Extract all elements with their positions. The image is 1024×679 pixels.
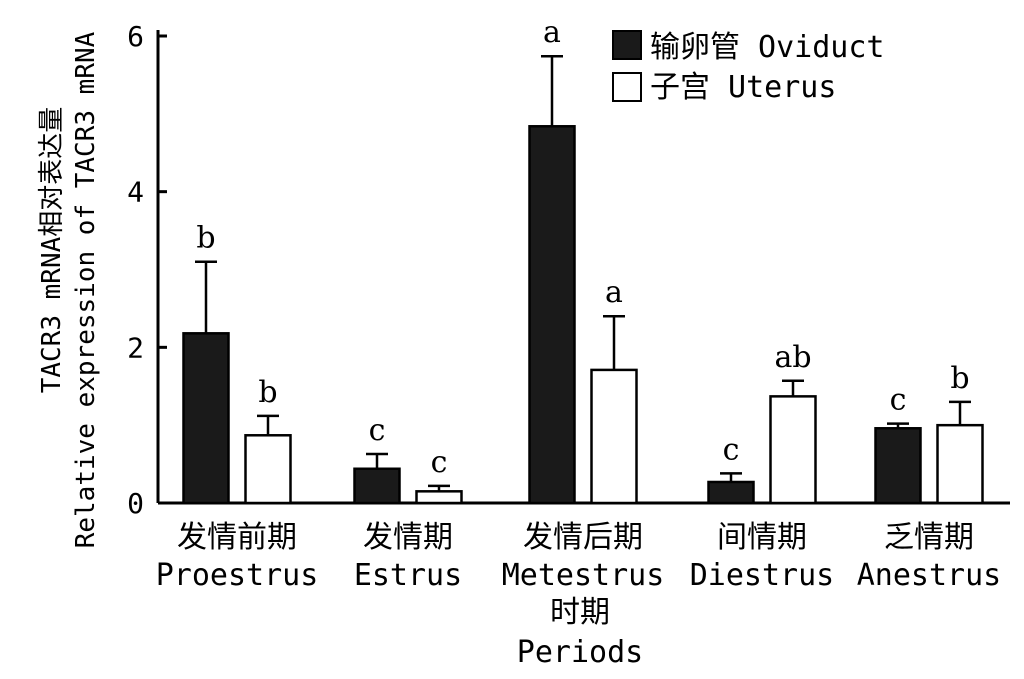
category-label-zh: 乏情期 bbox=[884, 520, 974, 555]
legend: 输卵管 Oviduct 子宫 Uterus bbox=[612, 30, 885, 105]
category-label-zh: 间情期 bbox=[717, 520, 807, 555]
significance-label: ab bbox=[774, 340, 811, 375]
category-label-en: Diestrus bbox=[690, 558, 835, 593]
bar-oviduct bbox=[182, 332, 230, 505]
significance-label: b bbox=[950, 361, 969, 396]
significance-label: a bbox=[605, 275, 623, 310]
significance-label: b bbox=[196, 221, 215, 256]
y-tick-label: 4 bbox=[127, 176, 144, 209]
significance-label: c bbox=[723, 432, 740, 467]
y-axis-title-en: Relative expression of TACR3 mRNA bbox=[71, 31, 101, 548]
significance-label: b bbox=[258, 375, 277, 410]
bar-oviduct bbox=[353, 467, 401, 505]
x-axis-title-en: Periods bbox=[517, 635, 643, 670]
category-label-en: Metestrus bbox=[502, 558, 665, 593]
category-label-zh: 发情后期 bbox=[523, 520, 643, 555]
significance-label: c bbox=[431, 445, 448, 480]
bar-oviduct bbox=[707, 480, 755, 505]
category-label-zh: 发情期 bbox=[363, 520, 453, 555]
significance-label: c bbox=[890, 383, 907, 418]
bar-uterus bbox=[936, 423, 984, 505]
y-tick-label: 0 bbox=[127, 487, 144, 520]
y-tick-label: 2 bbox=[127, 331, 144, 364]
bar-oviduct bbox=[528, 125, 576, 505]
significance-label: a bbox=[543, 15, 561, 50]
bar-uterus bbox=[415, 490, 463, 505]
y-axis-title-zh: TACR3 mRNA相对表达量 bbox=[37, 107, 67, 394]
legend-swatch-oviduct bbox=[612, 30, 642, 60]
bar-uterus bbox=[244, 434, 292, 505]
bar-oviduct bbox=[874, 427, 922, 505]
x-axis-title-zh: 时期 bbox=[550, 595, 610, 630]
category-label-en: Anestrus bbox=[857, 558, 1002, 593]
category-label-en: Proestrus bbox=[156, 558, 319, 593]
legend-label-uterus: 子宫 Uterus bbox=[650, 70, 836, 105]
category-label-zh: 发情前期 bbox=[177, 520, 297, 555]
significance-label: c bbox=[369, 413, 386, 448]
bar-uterus bbox=[769, 395, 817, 505]
legend-swatch-uterus bbox=[612, 72, 642, 102]
category-label-en: Estrus bbox=[354, 558, 462, 593]
legend-label-oviduct: 输卵管 Oviduct bbox=[650, 30, 885, 65]
bar-uterus bbox=[590, 368, 638, 505]
y-tick-label: 6 bbox=[127, 20, 144, 53]
